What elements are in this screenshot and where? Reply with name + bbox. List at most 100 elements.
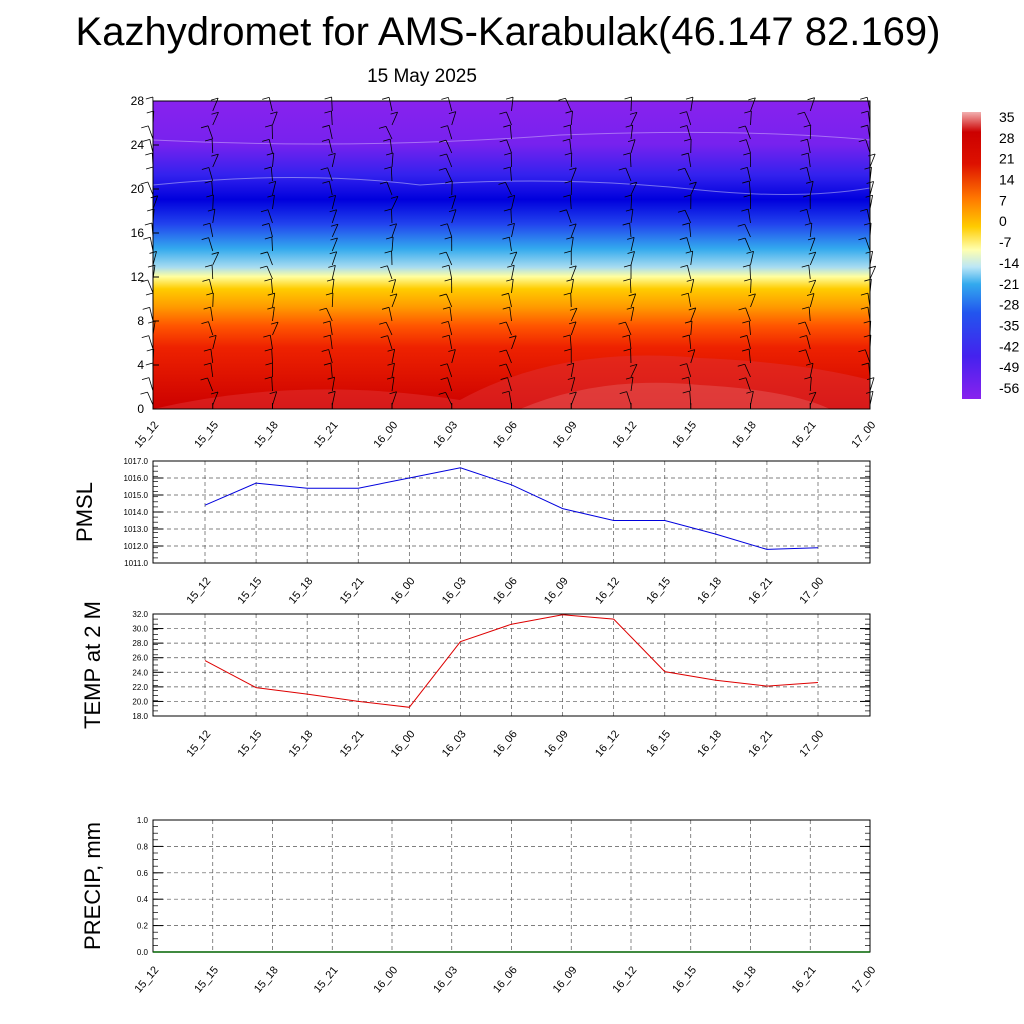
wind-barb-feather (328, 195, 336, 198)
wind-barb-feather (679, 363, 687, 366)
wind-barb-feather (738, 377, 747, 381)
wind-barb (809, 181, 814, 196)
wind-barb-feather (387, 362, 395, 366)
wind-barb-feather (566, 278, 574, 282)
wind-barb-feather (145, 362, 153, 366)
wind-barb-feather (742, 264, 751, 268)
wind-barb-feather (502, 236, 510, 240)
wind-barb-feather (444, 278, 452, 282)
wind-barb-feather (141, 377, 150, 380)
wind-barb-feather (499, 363, 507, 367)
wind-barb (625, 167, 632, 182)
wind-barb (748, 181, 751, 196)
x-tick-label: 16_00 (389, 728, 418, 759)
y-tick-label: 1.0 (137, 816, 149, 825)
wind-barb-feather (441, 264, 450, 268)
wind-barb (511, 223, 515, 238)
wind-barb (446, 153, 453, 168)
wind-barb (272, 293, 276, 308)
wind-barb-feather (563, 194, 571, 198)
x-tick-label: 16_12 (610, 419, 639, 450)
x-tick-label: 15_12 (132, 419, 161, 450)
wind-barb (391, 349, 395, 364)
wind-barb (330, 335, 333, 350)
wind-barb (686, 237, 692, 252)
x-tick-label: 16_15 (670, 419, 699, 450)
wind-barb (391, 237, 394, 252)
x-tick-label: 15_21 (338, 575, 367, 606)
wind-barb-feather (324, 96, 332, 100)
wind-barb-feather (568, 321, 577, 325)
wind-barb-feather (563, 292, 571, 296)
y-tick-label: 0.0 (137, 948, 149, 957)
wind-barb-feather (740, 166, 748, 170)
wind-barb-feather (801, 152, 809, 156)
wind-barb (330, 363, 333, 378)
wind-barb-feather (803, 194, 811, 198)
wind-barb-feather (141, 125, 149, 129)
wind-barb (690, 182, 697, 196)
wind-barb-feather (389, 293, 397, 297)
wind-barb (391, 377, 395, 392)
x-tick-label: 15_21 (312, 419, 341, 450)
wind-barb-feather (381, 306, 390, 310)
wind-barb-feather (379, 181, 388, 185)
colorbar-label: 21 (999, 151, 1015, 167)
wind-barb-feather (209, 335, 217, 338)
wind-barb (809, 392, 817, 406)
wind-barb (509, 307, 512, 322)
wind-barb (327, 167, 333, 182)
wind-barb-feather (448, 209, 457, 213)
wind-barb-feather (564, 348, 572, 352)
wind-barb (451, 111, 457, 126)
x-tick-label: 16_06 (491, 575, 520, 606)
wind-barb-feather (438, 167, 447, 171)
x-tick-label: 16_12 (593, 728, 622, 759)
wind-barb-feather (210, 391, 219, 395)
wind-barb-feather (861, 110, 869, 114)
wind-barb (570, 265, 577, 280)
wind-barb-feather (682, 222, 690, 226)
wind-barb-feather (865, 194, 873, 198)
wind-barb (630, 125, 634, 140)
x-tick-label: 15_12 (132, 964, 161, 995)
wind-barb (445, 140, 453, 154)
x-tick-label: 15_18 (287, 575, 316, 606)
wind-barb-feather (270, 321, 279, 325)
wind-barb (505, 182, 512, 196)
wind-barb (746, 167, 751, 182)
wind-barb-feather (629, 181, 637, 185)
y-tick-label: 24.0 (132, 668, 148, 677)
wind-barb-feather (265, 362, 273, 366)
y-tick-label: 1015.0 (124, 491, 149, 500)
wind-barb (445, 392, 453, 406)
wind-barb-feather (211, 153, 219, 157)
y-tick-label: 28.0 (132, 639, 148, 648)
wind-barb (688, 223, 692, 238)
x-tick-label: 16_15 (644, 728, 673, 759)
wind-barb-feather (802, 306, 810, 310)
wind-barb (569, 335, 572, 350)
wind-barb-feather (211, 111, 219, 115)
wind-barb-feather (737, 223, 745, 227)
wind-barb (745, 125, 751, 140)
wind-barb (212, 292, 214, 308)
wind-barb (688, 153, 692, 168)
wind-barb (505, 349, 512, 364)
wind-barb-feather (799, 167, 808, 170)
wind-barb-feather (207, 208, 216, 212)
x-tick-label: 16_09 (542, 728, 571, 759)
wind-barb-feather (201, 237, 209, 240)
wind-barb-feather (858, 349, 866, 353)
wind-barb (690, 321, 693, 336)
colorbar-label: 7 (999, 192, 1007, 208)
wind-barb-feather (686, 278, 694, 282)
wind-barb-feather (803, 124, 811, 128)
wind-barb-feather (569, 223, 577, 227)
wind-barb (684, 210, 692, 224)
wind-barb-feather (440, 223, 448, 227)
wind-barb-feather (743, 194, 751, 198)
wind-barb (750, 97, 756, 112)
wind-barb-feather (265, 124, 273, 128)
wind-barb-feather (203, 348, 211, 352)
